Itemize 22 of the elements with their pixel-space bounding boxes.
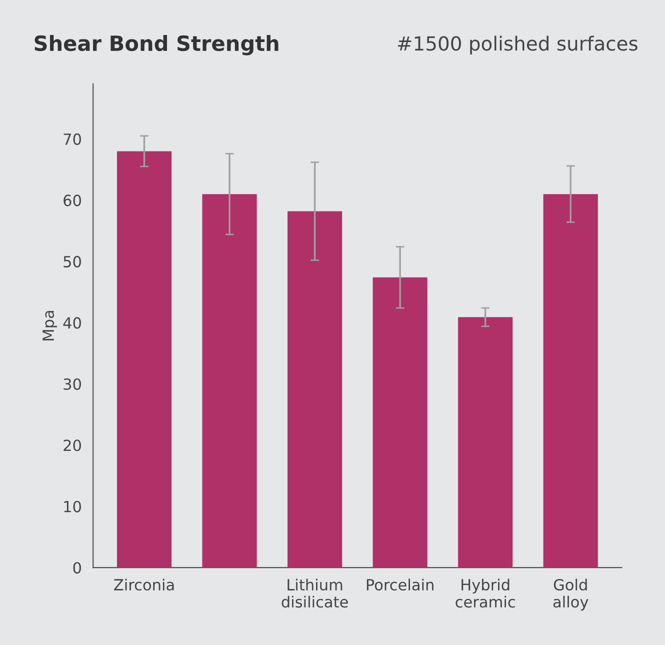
chart-subtitle: #1500 polished surfaces	[398, 36, 638, 55]
y-tick-label: 0	[73, 562, 81, 574]
x-tick-label: Gold alloy	[553, 578, 588, 611]
x-tick-label: Hybrid ceramic	[456, 578, 515, 608]
bar	[543, 194, 598, 568]
bar	[288, 211, 342, 568]
y-tick-label: 70	[64, 133, 81, 145]
y-tick-label: 10	[64, 500, 81, 512]
y-axis-title: Mpa	[42, 310, 57, 340]
y-tick-label: 20	[64, 440, 81, 452]
bar	[372, 277, 428, 568]
bar	[458, 317, 513, 568]
y-tick-label: 50	[64, 256, 81, 268]
y-tick-label: 40	[63, 317, 81, 329]
bar	[202, 194, 257, 568]
y-tick-label: 60	[64, 194, 81, 206]
y-tick-label: 30	[64, 378, 81, 390]
x-tick-label: Zirconia	[114, 578, 174, 591]
bar	[116, 151, 172, 568]
x-tick-label: Porcelain	[366, 578, 434, 591]
x-tick-label: Lithium disilicate	[282, 578, 348, 608]
chart-title: Shear Bond Strength	[34, 34, 278, 56]
